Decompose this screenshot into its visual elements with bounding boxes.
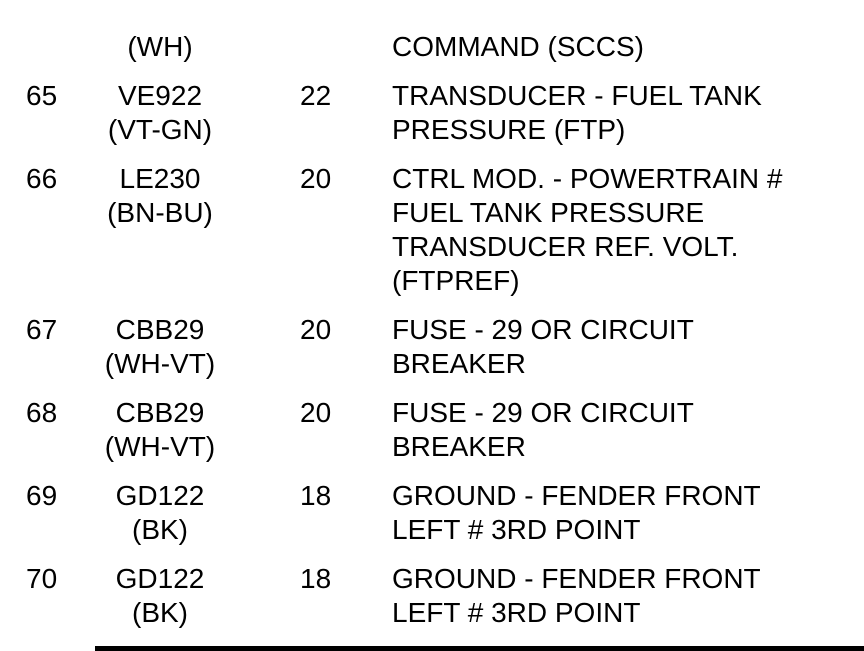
pin-number: 65 — [26, 80, 58, 111]
wire-gauge: 20 — [300, 314, 332, 345]
wire-gauge: 18 — [300, 480, 332, 511]
wire-circuit-code: VE922 (VT-GN) — [107, 80, 213, 145]
circuit-description: FUSE - 29 OR CIRCUIT BREAKER — [392, 397, 694, 462]
pin-number: 68 — [26, 397, 58, 428]
wire-circuit-code: LE230 (BN-BU) — [107, 163, 213, 228]
circuit-description: CTRL MOD. - POWERTRAIN # FUEL TANK PRESS… — [392, 163, 783, 296]
circuit-description: GROUND - FENDER FRONT LEFT # 3RD POINT — [392, 480, 761, 545]
wire-gauge: 22 — [300, 80, 332, 111]
pinout-row: 69 GD122 (BK) 18 GROUND - FENDER FRONT L… — [0, 479, 864, 547]
pin-number — [0, 30, 95, 64]
wire-circuit-code: (WH) — [127, 31, 193, 62]
pin-number: 70 — [26, 563, 58, 594]
pinout-row: (WH) COMMAND (SCCS) — [0, 30, 864, 64]
wire-circuit-code: GD122 (BK) — [115, 480, 205, 545]
wire-gauge: 20 — [300, 163, 332, 194]
pin-number: 66 — [26, 163, 58, 194]
pin-number: 67 — [26, 314, 58, 345]
wire-circuit-code: CBB29 (WH-VT) — [104, 314, 216, 379]
pinout-row: 68 CBB29 (WH-VT) 20 FUSE - 29 OR CIRCUIT… — [0, 396, 864, 464]
circuit-description: FUSE - 29 OR CIRCUIT BREAKER — [392, 314, 694, 379]
wire-gauge: 18 — [300, 563, 332, 594]
pinout-row: 65 VE922 (VT-GN) 22 TRANSDUCER - FUEL TA… — [0, 79, 864, 147]
circuit-description: GROUND - FENDER FRONT LEFT # 3RD POINT — [392, 563, 761, 628]
circuit-description: COMMAND (SCCS) — [392, 31, 644, 62]
pinout-row: 70 GD122 (BK) 18 GROUND - FENDER FRONT L… — [0, 562, 864, 630]
pin-number: 69 — [26, 480, 58, 511]
wire-circuit-code: GD122 (BK) — [115, 563, 205, 628]
wire-gauge — [225, 30, 392, 64]
wire-gauge: 20 — [300, 397, 332, 428]
circuit-description: TRANSDUCER - FUEL TANK PRESSURE (FTP) — [392, 80, 762, 145]
pinout-row: 67 CBB29 (WH-VT) 20 FUSE - 29 OR CIRCUIT… — [0, 313, 864, 381]
wire-circuit-code: CBB29 (WH-VT) — [104, 397, 216, 462]
pinout-row: 66 LE230 (BN-BU) 20 CTRL MOD. - POWERTRA… — [0, 162, 864, 298]
bottom-divider-bar — [95, 646, 864, 651]
